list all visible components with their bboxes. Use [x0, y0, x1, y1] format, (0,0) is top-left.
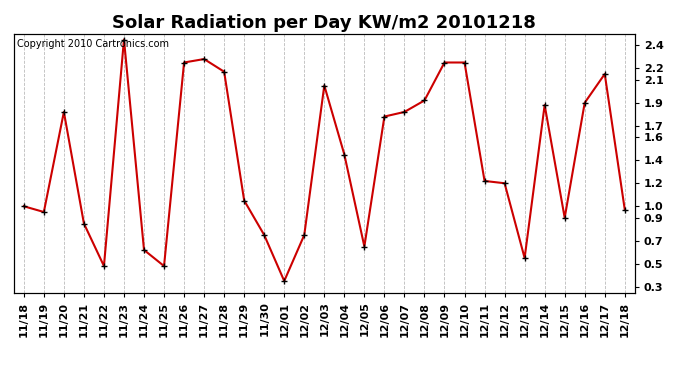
- Title: Solar Radiation per Day KW/m2 20101218: Solar Radiation per Day KW/m2 20101218: [112, 14, 536, 32]
- Text: Copyright 2010 Cartronics.com: Copyright 2010 Cartronics.com: [17, 39, 169, 49]
